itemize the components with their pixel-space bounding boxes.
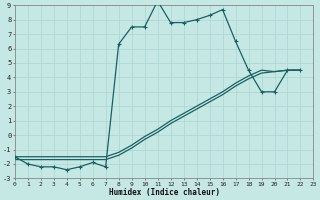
X-axis label: Humidex (Indice chaleur): Humidex (Indice chaleur): [108, 188, 220, 197]
